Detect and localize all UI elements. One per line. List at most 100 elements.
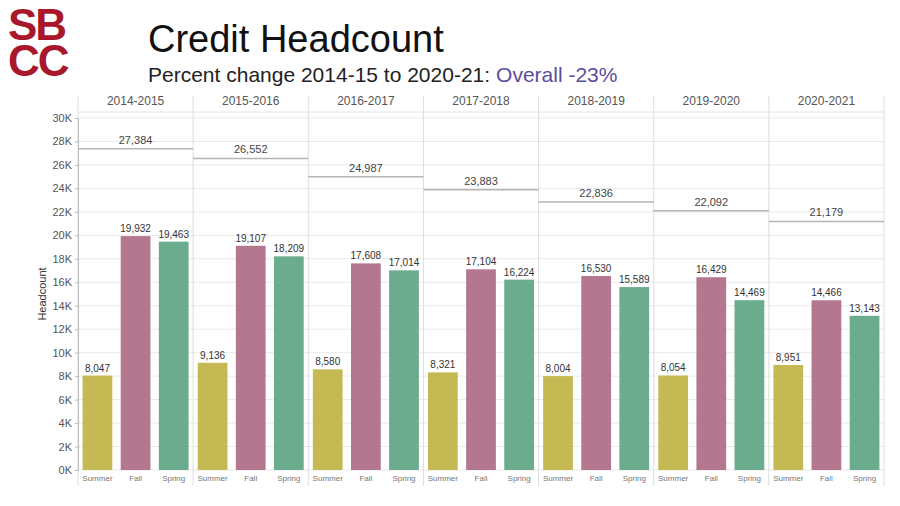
bar: [121, 236, 151, 470]
bar: [351, 263, 381, 470]
y-tick-label: 30K: [52, 112, 72, 124]
sub-label: Spring: [508, 474, 531, 483]
sub-label: Spring: [392, 474, 415, 483]
y-tick: 12K: [52, 323, 78, 335]
y-tick-mark: [75, 118, 78, 119]
y-tick: 14K: [52, 300, 78, 312]
bar: [543, 376, 573, 470]
x-axis-top: 2014-20152015-20162016-20172017-20182018…: [107, 94, 856, 108]
x-tick-label: 2014-2015: [107, 94, 165, 108]
x-tick-label: 2020-2021: [798, 94, 856, 108]
data-label: 16,530: [581, 263, 612, 274]
sub-label: Fall: [359, 474, 372, 483]
y-tick-label: 10K: [52, 347, 72, 359]
x-tick: 2019-2020: [683, 94, 741, 108]
total-line: [308, 176, 423, 178]
bar: [466, 269, 496, 470]
total-label: 21,179: [810, 206, 844, 218]
y-tick-mark: [75, 259, 78, 260]
x-tick-label: 2016-2017: [337, 94, 395, 108]
sub-label: Fall: [590, 474, 603, 483]
data-label: 19,107: [235, 233, 266, 244]
data-label: 8,580: [315, 356, 340, 367]
subtitle-line: Percent change 2014-15 to 2020-21: Overal…: [148, 63, 617, 86]
sub-labels: Summer Fall Spring Summer Fall Spring Summer Fa…: [82, 474, 876, 483]
y-tick-mark: [75, 353, 78, 354]
data-label: 17,014: [389, 257, 420, 268]
y-tick-label: 28K: [52, 135, 72, 147]
grid-line: [78, 235, 884, 236]
y-tick: 20K: [52, 229, 78, 241]
y-tick-label: 12K: [52, 323, 72, 335]
sub-label: Summer: [313, 474, 344, 483]
data-label: 17,608: [351, 250, 382, 261]
y-tick-mark: [75, 423, 78, 424]
y-tick-label: 22K: [52, 206, 72, 218]
grid-line: [78, 118, 884, 119]
bar: [812, 300, 842, 470]
bar: [773, 365, 803, 470]
y-tick: 0K: [59, 464, 78, 476]
sub-label: Fall: [705, 474, 718, 483]
data-label: 19,463: [158, 229, 189, 240]
bar: [159, 242, 189, 470]
data-label: 8,321: [430, 359, 455, 370]
y-tick-mark: [75, 447, 78, 448]
sub-label: Fall: [820, 474, 833, 483]
sub-label: Fall: [244, 474, 257, 483]
marks: [78, 149, 884, 470]
data-label: 14,466: [811, 287, 842, 298]
subtitle: Percent change 2014-15 to 2020-21:: [148, 63, 490, 86]
y-tick-mark: [75, 376, 78, 377]
y-tick: 28K: [52, 135, 78, 147]
y-tick-label: 2K: [59, 441, 73, 453]
bar: [581, 276, 611, 470]
bar: [696, 277, 726, 470]
y-tick: 2K: [59, 441, 78, 453]
data-label: 19,932: [120, 223, 151, 234]
sub-label: Fall: [475, 474, 488, 483]
data-label: 8,047: [85, 363, 110, 374]
x-tick: 2017-2018: [452, 94, 510, 108]
bar: [658, 375, 688, 470]
y-tick-label: 26K: [52, 159, 72, 171]
y-tick-mark: [75, 329, 78, 330]
panel-separator: [78, 96, 79, 486]
data-label: 8,951: [776, 352, 801, 363]
title: Credit Headcount: [148, 18, 444, 60]
grid: [78, 118, 884, 470]
total-line: [423, 189, 538, 191]
y-tick-mark: [75, 235, 78, 236]
y-tick-label: 6K: [59, 394, 73, 406]
bar: [428, 372, 458, 470]
total-line: [769, 221, 884, 223]
bar: [619, 287, 649, 470]
y-tick-label: 24K: [52, 182, 72, 194]
y-tick-label: 0K: [59, 464, 73, 476]
y-tick-label: 16K: [52, 276, 72, 288]
bar: [236, 246, 266, 470]
y-tick-mark: [75, 400, 78, 401]
sub-label: Summer: [428, 474, 459, 483]
sub-label: Spring: [162, 474, 185, 483]
sub-label: Summer: [543, 474, 574, 483]
grid-line: [78, 164, 884, 165]
data-label: 14,469: [734, 287, 765, 298]
bar: [850, 316, 880, 470]
y-axis: 0K 2K 4K 6K 8K 10K 12K 14K 16K 18K 20K 22K 24K 26K 28K…: [52, 112, 78, 476]
y-tick: 8K: [59, 370, 78, 382]
bar: [389, 270, 419, 470]
bar: [313, 369, 343, 470]
panel-separators: [78, 96, 884, 486]
x-tick: 2014-2015: [107, 94, 165, 108]
y-tick-label: 18K: [52, 253, 72, 265]
sub-label: Spring: [277, 474, 300, 483]
annotation: Overall -23%: [496, 63, 617, 86]
data-label: 13,143: [849, 303, 880, 314]
data-label: 8,054: [661, 362, 686, 373]
y-tick-label: 4K: [59, 417, 73, 429]
y-tick-label: 8K: [59, 370, 73, 382]
sub-label: Summer: [773, 474, 804, 483]
total-label: 23,883: [464, 175, 498, 187]
sub-label: Spring: [853, 474, 876, 483]
